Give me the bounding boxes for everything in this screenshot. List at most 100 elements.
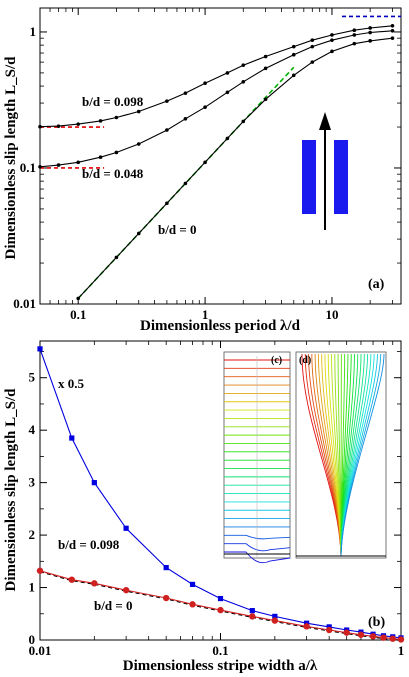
a-data-point	[390, 28, 395, 33]
panel-a-ticks: 0.1 1 10 0.01 0.1 1	[13, 8, 401, 322]
a-data-point	[76, 122, 80, 126]
a-data-point	[241, 119, 246, 124]
label-a-series-0098: b/d = 0.098	[82, 94, 144, 109]
panel-b-ylabel: Dimensionless slip length L_S/d	[3, 388, 19, 592]
a-data-point	[368, 39, 372, 43]
label-b-series-0098: b/d = 0.098	[58, 537, 120, 552]
a-data-point	[56, 124, 61, 128]
b-data-point-circle	[303, 623, 310, 630]
b-data-point-square	[69, 435, 75, 441]
panel-b-series	[36, 346, 405, 643]
a-data-point	[136, 142, 141, 146]
a-xtick-label: 1	[202, 307, 209, 322]
a-data-point	[114, 115, 119, 120]
a-data-point	[114, 150, 119, 155]
wall-right-shape	[334, 140, 348, 214]
b-ytick-label: 3	[29, 475, 36, 490]
a-data-point	[38, 165, 42, 169]
a-data-point	[330, 38, 334, 42]
a-data-point	[352, 28, 357, 33]
a-data-point	[291, 52, 296, 57]
flow-arrowhead-icon	[319, 112, 331, 130]
inset-c: (c)	[223, 351, 291, 564]
a-data-point	[183, 181, 188, 186]
a-data-point	[183, 116, 188, 121]
b-data-point-circle	[36, 567, 44, 574]
a-data-point	[114, 255, 119, 260]
b-data-point-circle	[343, 629, 350, 636]
annotation-scale-factor: x 0.5	[58, 376, 85, 391]
b-xtick-label: 0.01	[29, 643, 52, 658]
b-data-point-circle	[68, 576, 75, 583]
panel-a: 0.1 1 10 0.01 0.1 1 b/d = 0.098 b/d = 0.048 b…	[3, 7, 402, 334]
panel-a-label: (a)	[368, 277, 385, 292]
a-data-point	[291, 73, 296, 78]
a-data-point	[165, 128, 169, 132]
b-data-point-circle	[271, 617, 279, 624]
panel-a-series	[38, 23, 395, 301]
a-data-point	[310, 60, 315, 64]
inset-c-label: (c)	[271, 355, 282, 366]
b-data-point-circle	[357, 631, 365, 638]
b-data-point-square	[123, 525, 129, 531]
a-data-point	[225, 90, 230, 95]
a-data-point	[76, 296, 80, 301]
b-data-point-square	[163, 565, 169, 571]
a-data-point	[310, 44, 315, 49]
panel-b-xlabel: Dimensionless stripe width a/λ	[123, 658, 318, 674]
a-data-point	[76, 160, 80, 165]
label-a-series-0048: b/d = 0.048	[82, 166, 144, 181]
panel-a-ylabel: Dimensionless slip length L_S/d	[3, 56, 19, 260]
a-data-point	[136, 109, 141, 114]
b-data-point-square	[189, 581, 196, 587]
inset-d: (d)	[295, 351, 387, 559]
a-data-point	[165, 201, 169, 206]
panel-a-xlabel: Dimensionless period λ/d	[140, 318, 301, 334]
inset-d-contours	[296, 353, 386, 557]
a-data-point	[368, 26, 372, 30]
b-data-point-circle	[189, 601, 196, 608]
a-data-point	[330, 49, 334, 54]
a-xtick-label: 10	[325, 307, 338, 322]
b-data-point-circle	[162, 594, 170, 602]
b-data-point-circle	[369, 633, 377, 640]
a-xtick-label: 0.1	[70, 307, 86, 322]
a-ytick-label: 1	[30, 24, 37, 39]
label-a-series-0: b/d = 0	[158, 222, 196, 237]
a-data-point	[203, 160, 207, 165]
a-data-point	[225, 71, 230, 75]
a-data-point	[390, 36, 395, 40]
panel-a-frame	[39, 7, 402, 305]
a-series-line	[39, 25, 393, 128]
b-data-point-square	[217, 595, 224, 602]
a-data-point	[165, 99, 169, 103]
a-data-point	[136, 231, 141, 236]
b-xtick-label: 1	[398, 643, 405, 658]
a-data-point	[38, 124, 42, 129]
a-series-line	[39, 30, 393, 168]
a-data-point	[263, 97, 268, 102]
b-data-point-square	[37, 346, 43, 352]
a-data-point	[98, 119, 103, 123]
inset-c-contour	[224, 534, 291, 540]
a-data-point	[368, 30, 372, 35]
a-data-point	[330, 33, 334, 37]
wall-left-shape	[302, 140, 316, 214]
b-ytick-label: 4	[29, 422, 36, 437]
a-data-point	[390, 23, 395, 28]
label-b-series-0: b/d = 0	[94, 598, 132, 613]
b-data-point-circle	[249, 613, 256, 620]
b-ytick-label: 2	[29, 527, 36, 542]
a-data-point	[291, 44, 296, 49]
b-data-point-square	[272, 613, 278, 619]
b-ytick-label: 0	[29, 632, 36, 647]
inset-c-contour	[224, 551, 291, 564]
a-data-point	[183, 91, 188, 95]
a-data-point	[98, 155, 103, 160]
b-xtick-label: 0.1	[212, 643, 228, 658]
a-data-point	[263, 54, 268, 59]
inset-c-contour	[224, 543, 291, 552]
b-data-point-circle	[397, 636, 405, 643]
a-data-point	[241, 80, 246, 84]
